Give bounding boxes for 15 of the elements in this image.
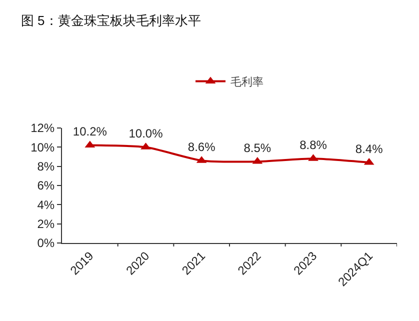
data-label: 8.4% (355, 142, 384, 156)
y-tick-label: 2% (37, 217, 55, 232)
y-tick-label: 8% (37, 160, 55, 174)
chart-title: 图 5：黄金珠宝板块毛利率水平 (20, 13, 201, 28)
legend-label: 毛利率 (230, 76, 264, 89)
y-tick-label: 12% (30, 121, 55, 136)
data-label: 8.5% (244, 140, 272, 155)
y-tick-label: 4% (37, 198, 55, 212)
y-tick-label: 6% (37, 178, 55, 193)
data-label: 8.6% (188, 140, 216, 154)
data-label: 8.8% (300, 138, 328, 152)
y-tick-label: 0% (37, 236, 55, 250)
data-label: 10.2% (72, 124, 108, 139)
y-tick-label: 10% (30, 140, 55, 154)
data-label: 10.0% (128, 126, 164, 141)
